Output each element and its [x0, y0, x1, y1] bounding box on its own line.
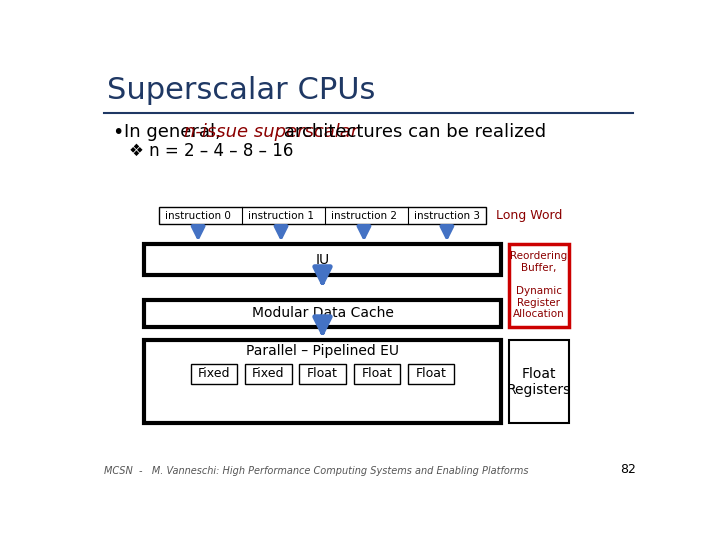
Bar [245, 363, 292, 383]
Text: In general,: In general, [124, 123, 227, 141]
Text: 82: 82 [620, 463, 636, 476]
Bar [191, 363, 238, 383]
Text: n-issue superscalar: n-issue superscalar [184, 123, 358, 141]
Bar [159, 207, 485, 224]
Text: ❖ n = 2 – 4 – 8 – 16: ❖ n = 2 – 4 – 8 – 16 [129, 142, 293, 160]
Text: instruction 2: instruction 2 [331, 211, 397, 221]
Text: Float
Registers: Float Registers [507, 367, 571, 397]
Text: Long Word: Long Word [497, 209, 563, 222]
Text: Float: Float [307, 367, 338, 380]
Text: instruction 1: instruction 1 [248, 211, 314, 221]
Text: IU: IU [315, 253, 330, 267]
Text: Fixed: Fixed [252, 367, 284, 380]
Bar [508, 340, 569, 423]
Bar [144, 300, 500, 327]
Bar [144, 244, 500, 275]
Bar [508, 244, 569, 327]
Text: architectures can be realized: architectures can be realized [279, 123, 546, 141]
Text: Float: Float [415, 367, 446, 380]
Bar [408, 363, 454, 383]
Text: Parallel – Pipelined EU: Parallel – Pipelined EU [246, 344, 399, 358]
Text: Reordering
Buffer,

Dynamic
Register
Allocation: Reordering Buffer, Dynamic Register Allo… [510, 252, 567, 319]
Text: instruction 3: instruction 3 [414, 211, 480, 221]
Text: Modular Data Cache: Modular Data Cache [251, 306, 393, 320]
Text: MCSN  -   M. Vanneschi: High Performance Computing Systems and Enabling Platform: MCSN - M. Vanneschi: High Performance Co… [104, 466, 528, 476]
Bar [144, 340, 500, 423]
Text: Superscalar CPUs: Superscalar CPUs [107, 76, 375, 105]
Text: •: • [112, 123, 123, 143]
Bar [300, 363, 346, 383]
Text: instruction 0: instruction 0 [165, 211, 231, 221]
Text: Float: Float [361, 367, 392, 380]
Text: Fixed: Fixed [198, 367, 230, 380]
Bar [354, 363, 400, 383]
